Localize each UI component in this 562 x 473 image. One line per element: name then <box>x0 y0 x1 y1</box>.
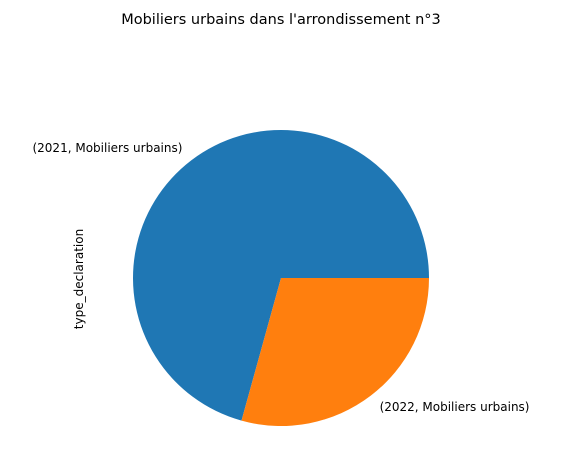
pie-slice-1 <box>133 130 430 421</box>
pie-labels: (2021, Mobiliers urbains) (2022, Mobilier… <box>32 141 529 414</box>
pie-slice-2 <box>241 278 429 426</box>
y-axis-label: type_declaration <box>72 229 86 329</box>
pie-slices <box>133 130 430 426</box>
chart-title: Mobiliers urbains dans l'arrondissement … <box>121 12 441 28</box>
pie-slice-label-2: (2022, Mobiliers urbains) <box>380 400 530 414</box>
pie-slice-label-1: (2021, Mobiliers urbains) <box>32 141 182 155</box>
